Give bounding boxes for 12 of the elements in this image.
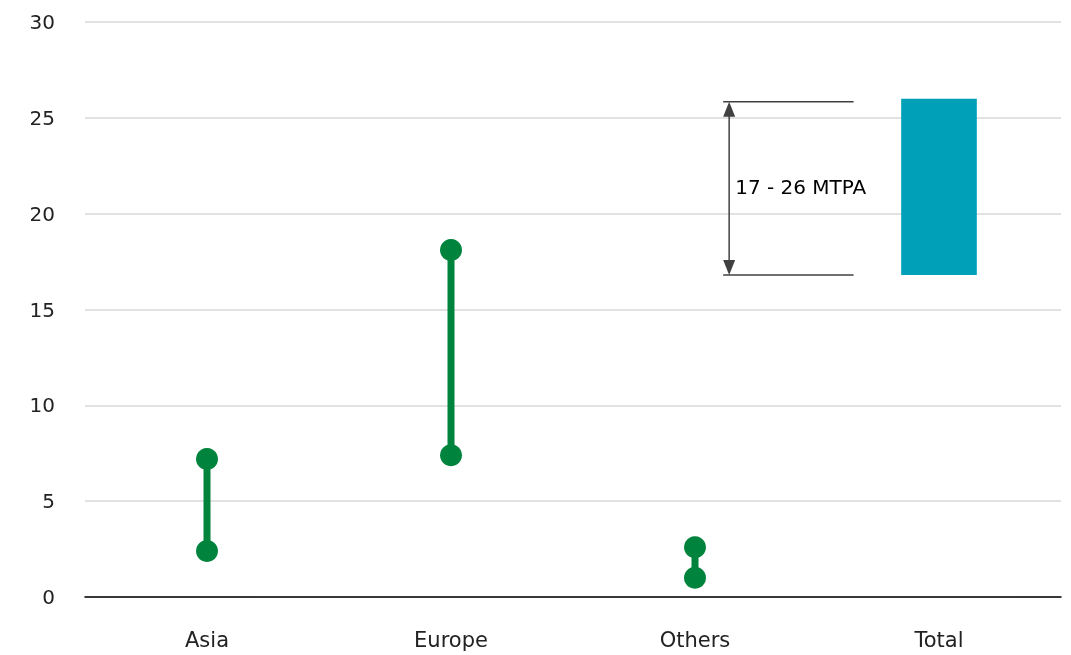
y-tick-label: 0 <box>42 585 55 609</box>
annotation: 17 - 26 MTPA <box>735 174 867 199</box>
y-tick-label: 15 <box>29 297 55 322</box>
x-tick-label: Europe <box>414 627 488 652</box>
x-tick-label: Asia <box>184 627 230 652</box>
x-tick-label: Total <box>913 627 964 652</box>
y-tick-label: 25 <box>29 105 55 130</box>
x-tick-label: Others <box>659 627 731 652</box>
y-tick-label: 30 <box>29 10 55 34</box>
y-tick-label: 5 <box>42 489 55 514</box>
y-tick-label: 20 <box>29 201 55 226</box>
y-tick-label: 10 <box>29 393 55 418</box>
